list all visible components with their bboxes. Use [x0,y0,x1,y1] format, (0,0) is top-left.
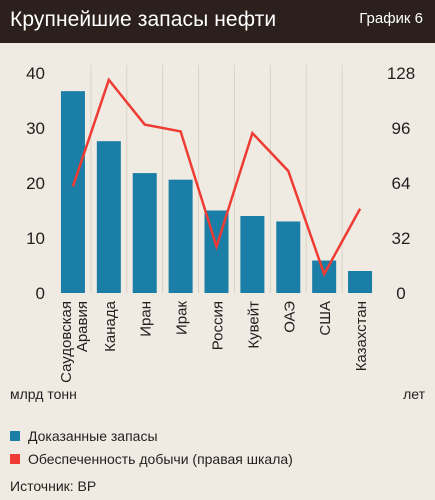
left-axis-tick-label: 40 [26,64,45,83]
right-axis-tick-label: 128 [387,64,415,83]
legend-label-production-ratio: Обеспеченность добычи (правая шкала) [28,451,293,467]
bar [132,173,157,293]
category-label: Россия [210,301,227,350]
right-axis-tick-label: 32 [392,229,411,248]
bar [276,221,301,293]
legend-item-production-ratio: Обеспеченность добычи (правая шкала) [10,451,293,467]
production-ratio-line [71,77,362,278]
category-label: Аравия [74,301,91,352]
category-label: США [317,301,334,336]
legend-label-reserves: Доказанные запасы [28,428,158,444]
graph-number-label: График 6 [359,10,423,27]
category-label: Саудовская [58,301,75,383]
bar [60,91,85,294]
legend-swatch-reserves [10,431,20,441]
bar [348,271,373,293]
source-note: Источник: BP [10,478,97,494]
chart-title: Крупнейшие запасы нефти [10,8,277,31]
legend-item-reserves: Доказанные запасы [10,428,158,444]
bar [240,216,265,293]
right-axis-tick-label: 64 [392,174,411,193]
right-axis-tick-label: 96 [392,119,411,138]
right-axis-unit: лет [403,386,425,402]
left-axis-tick-label: 30 [26,119,45,138]
bar [168,179,193,293]
category-label: Казахстан [353,301,370,371]
bar [96,141,121,293]
category-label: Кувейт [245,301,262,349]
bar [312,260,337,293]
chart-header: Крупнейшие запасы нефти График 6 [0,0,435,43]
chart-plot: 0 10 20 30 40 0 32 64 96 128 Саудовская Аравия Канад… [26,64,415,383]
legend-swatch-production-ratio [10,454,20,464]
left-axis-unit: млрд тонн [10,386,77,402]
right-axis-tick-label: 0 [396,284,405,303]
category-label: Иран [138,301,155,337]
left-axis-tick-label: 20 [26,174,45,193]
left-axis-tick-label: 10 [26,229,45,248]
category-label: ОАЭ [281,301,298,333]
left-axis-tick-label: 0 [36,284,45,303]
category-label: Канада [102,300,119,351]
category-label: Ирак [174,301,191,335]
